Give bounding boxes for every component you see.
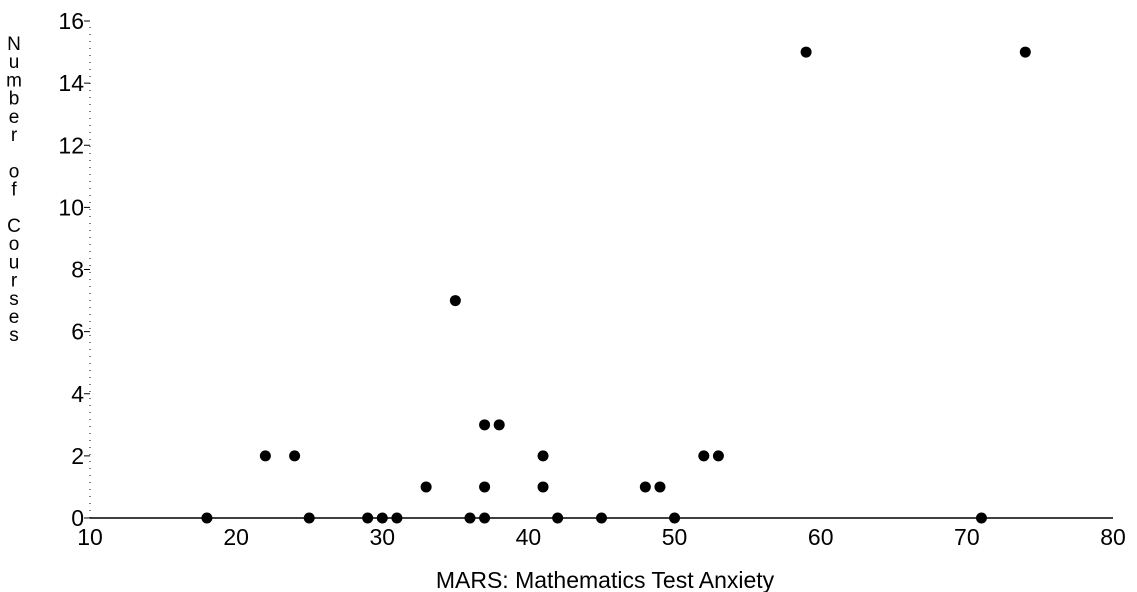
y-tick-label: 4	[71, 381, 84, 407]
x-tick-label: 30	[369, 524, 395, 550]
y-axis-label-char: r	[11, 271, 18, 292]
y-tick-label: 0	[71, 505, 84, 531]
y-axis-label-char: s	[9, 289, 19, 310]
data-point	[464, 512, 476, 524]
x-tick-label: 50	[662, 524, 688, 550]
data-point	[537, 450, 549, 462]
x-tick-label: 70	[954, 524, 980, 550]
data-point	[712, 450, 724, 462]
y-axis-label-char: o	[9, 234, 20, 255]
y-tick-label: 16	[58, 8, 84, 34]
data-point	[303, 512, 315, 524]
data-point	[639, 481, 651, 493]
x-tick-label: 80	[1100, 524, 1126, 550]
data-point	[537, 481, 549, 493]
y-axis-label-char: b	[9, 89, 20, 110]
x-axis-title: MARS: Mathematics Test Anxiety	[436, 567, 775, 592]
x-tick-label: 60	[808, 524, 834, 550]
y-axis-label-char: r	[11, 125, 18, 146]
data-point	[479, 512, 491, 524]
data-point	[376, 512, 388, 524]
y-axis-label-char: o	[9, 161, 20, 182]
data-point	[654, 481, 666, 493]
data-point	[479, 481, 491, 493]
y-tick-label: 10	[58, 194, 84, 220]
data-point	[201, 512, 213, 524]
data-point	[800, 46, 812, 58]
data-point	[493, 419, 505, 431]
data-points	[201, 46, 1031, 524]
y-axis-label-char: u	[9, 252, 20, 273]
axes	[89, 21, 1113, 519]
tick-labels: 0 2 4 6 8 10 12 14 16 10 20 30 40 50 60 70 80	[58, 8, 1125, 550]
data-point	[420, 481, 432, 493]
y-axis-label-char: N	[7, 34, 21, 55]
data-point	[289, 450, 301, 462]
x-tick-label: 10	[77, 524, 103, 550]
data-point	[449, 295, 461, 307]
y-tick-label: 12	[58, 132, 84, 158]
y-tick-label: 2	[71, 443, 84, 469]
data-point	[259, 450, 271, 462]
x-tick-label: 20	[223, 524, 249, 550]
data-point	[698, 450, 710, 462]
data-point	[552, 512, 564, 524]
data-point	[975, 512, 987, 524]
y-tick-label: 6	[71, 319, 84, 345]
data-point	[391, 512, 403, 524]
y-axis-label-char: f	[11, 180, 17, 201]
y-tick-label: 14	[58, 70, 84, 96]
data-point	[362, 512, 374, 524]
data-point	[669, 512, 681, 524]
y-axis-label-char: C	[7, 216, 21, 237]
y-axis-label-char: u	[9, 52, 20, 73]
data-point	[1019, 46, 1031, 58]
y-axis-label-char: m	[6, 70, 22, 91]
y-axis-label-char: e	[9, 107, 20, 128]
data-point	[596, 512, 607, 524]
data-point	[479, 419, 491, 431]
y-axis-label-char: e	[9, 307, 20, 328]
y-tick-label: 8	[71, 257, 84, 283]
y-axis-label-char: s	[9, 325, 19, 346]
x-tick-label: 40	[516, 524, 542, 550]
